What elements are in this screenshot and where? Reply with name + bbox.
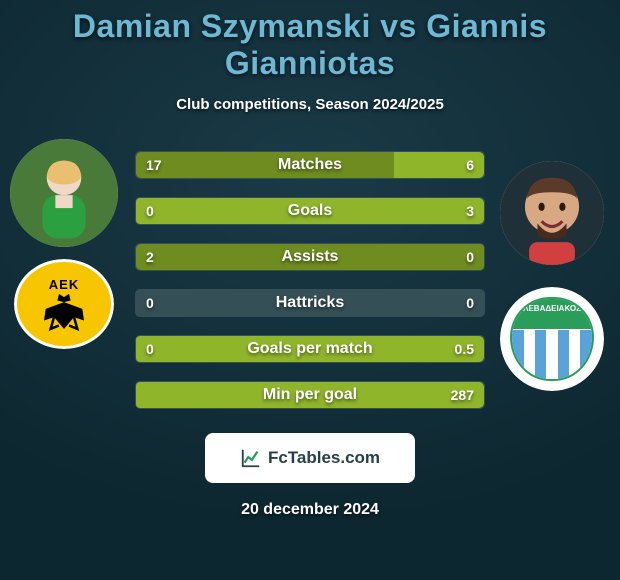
stat-row: 00.5Goals per match (135, 335, 485, 363)
comparison-area: AEK (0, 139, 620, 427)
stats-bars: 176Matches 03Goals 20Assists 00Hattricks 00.… (135, 139, 485, 409)
page-title: Damian Szymanski vs Giannis Gianniotas (0, 8, 620, 82)
footer-date: 20 december 2024 (241, 501, 379, 519)
stat-row: 03Goals (135, 197, 485, 225)
player-left-club-logo: AEK (14, 259, 114, 349)
stat-label: Matches (136, 152, 484, 178)
chart-icon (240, 447, 262, 469)
brand-badge: FcTables.com (205, 433, 415, 483)
player-left-column: AEK (10, 139, 118, 349)
player-right-club-logo: ΛΕΒΑΔΕΙΑΚΟΣ (500, 287, 604, 391)
player-right-avatar (500, 161, 604, 265)
stat-label: Assists (136, 244, 484, 270)
stat-label: Hattricks (136, 290, 484, 316)
aek-text: AEK (49, 277, 79, 292)
stat-row: 176Matches (135, 151, 485, 179)
player-right-column: ΛΕΒΑΔΕΙΑΚΟΣ (500, 161, 604, 391)
avatar-placeholder-icon (10, 139, 118, 247)
stat-row: 20Assists (135, 243, 485, 271)
stat-label: Goals per match (136, 336, 484, 362)
levadiakos-text: ΛΕΒΑΔΕΙΑΚΟΣ (512, 304, 591, 313)
brand-text: FcTables.com (268, 448, 380, 468)
stripes-icon (512, 330, 591, 379)
content: Damian Szymanski vs Giannis Gianniotas C… (0, 0, 620, 580)
avatar-placeholder-icon (500, 161, 604, 265)
stat-row: 287Min per goal (135, 381, 485, 409)
player-left-avatar (10, 139, 118, 247)
stat-row: 00Hattricks (135, 289, 485, 317)
eagle-icon (39, 292, 89, 334)
stat-label: Min per goal (136, 382, 484, 408)
subtitle: Club competitions, Season 2024/2025 (176, 96, 444, 113)
stat-label: Goals (136, 198, 484, 224)
